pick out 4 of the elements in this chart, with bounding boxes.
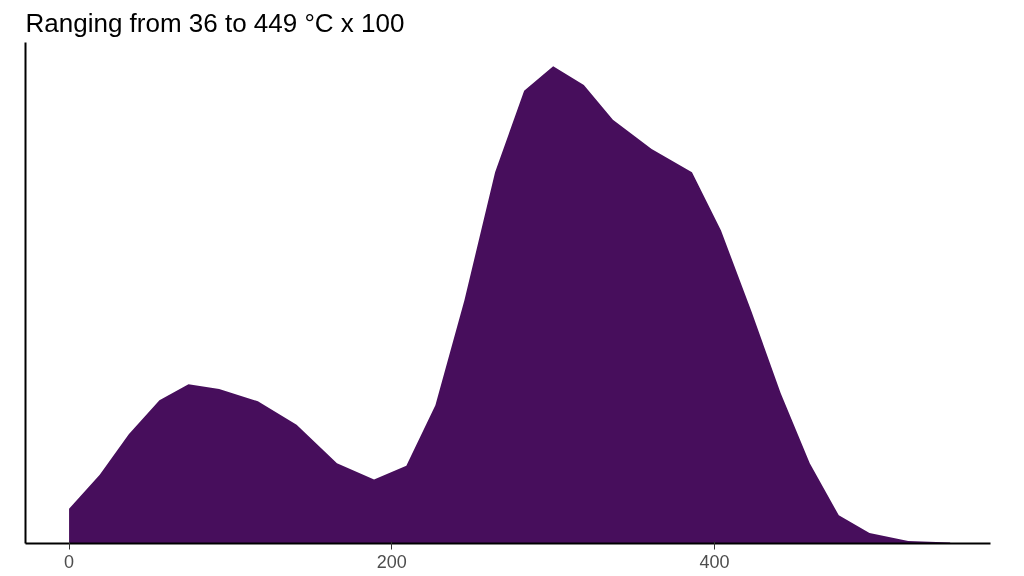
x-tick-label: 200 — [376, 551, 407, 572]
chart-title: Ranging from 36 to 449 °C x 100 — [25, 7, 405, 38]
x-tick-label: 0 — [64, 551, 75, 572]
x-tick-label: 400 — [699, 551, 730, 572]
